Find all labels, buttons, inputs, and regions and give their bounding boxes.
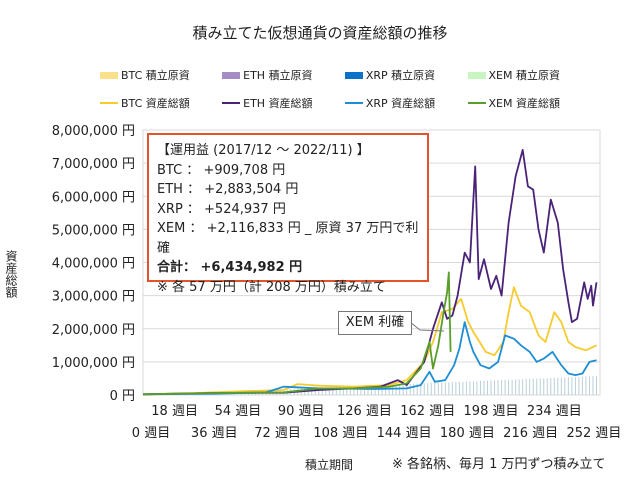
y-tick-label: 3,000,000 円	[52, 290, 135, 305]
legend-swatch	[100, 102, 118, 104]
y-tick-label: 5,000,000 円	[52, 223, 135, 238]
chart-title: 積み立てた仮想通貨の資産総額の推移	[192, 24, 448, 42]
legend-item: XEM 積立原資	[467, 67, 560, 83]
x-tick-label: 0 週目	[132, 426, 170, 441]
legend-swatch	[344, 102, 363, 104]
x-tick-label: 162 週目	[400, 404, 455, 419]
legend-swatch	[222, 102, 241, 104]
y-tick-label: 8,000,000 円	[52, 124, 135, 139]
footnote: ※ 各銘柄、毎月 1 万円ずつ積み立て	[392, 457, 606, 472]
x-tick-label: 126 週目	[337, 404, 392, 419]
series-line-eth	[142, 148, 598, 396]
x-tick-label: 36 週目	[191, 426, 238, 441]
summary-note: ※ 各 57 万円（計 208 万円）積み立て	[157, 279, 386, 295]
x-tick-label: 72 週目	[254, 426, 301, 441]
legend-item: ETH 積立原資	[222, 67, 313, 83]
series-line-xem	[142, 271, 452, 396]
y-tick-label: 6,000,000 円	[52, 190, 135, 205]
summary-xem: XEM ： +2,116,833 円 _ 原資 37 万円で利確	[157, 221, 419, 256]
xem-callout: XEM 利確	[338, 311, 412, 335]
y-tick-label: 2,000,000 円	[52, 323, 135, 338]
legend-label: BTC 資産総額	[121, 97, 190, 110]
legend-item: BTC 積立原資	[100, 67, 190, 83]
y-tick-label: 4,000,000 円	[52, 257, 135, 272]
legend-swatch	[467, 102, 486, 104]
x-tick-label: 180 週目	[440, 426, 495, 441]
y-tick-label: 1,000,000 円	[52, 356, 135, 371]
y-tick-label: 0 円	[110, 389, 135, 404]
summary-xrp: XRP ： +524,937 円	[157, 201, 286, 217]
legend-label: BTC 積立原資	[121, 69, 190, 82]
y-tick-label: 7,000,000 円	[52, 157, 135, 172]
x-tick-label: 90 週目	[278, 404, 325, 419]
summary-heading: 【運用益 (2017/12 ～ 2022/11) 】	[157, 143, 370, 158]
legend-swatch	[467, 71, 486, 79]
series-line-btc	[142, 286, 597, 396]
legend-label: XEM 積立原資	[488, 69, 560, 82]
legend-label: XRP 積立原資	[365, 69, 436, 82]
x-tick-label: 144 週目	[377, 426, 432, 441]
x-tick-label: 252 週目	[566, 426, 621, 441]
summary-eth: ETH ： +2,883,504 円	[157, 182, 299, 197]
legend-total: BTC 資産総額 ETH 資産総額 XRP 資産総額 XEM 資産総額	[100, 95, 560, 111]
profit-summary-box: 【運用益 (2017/12 ～ 2022/11) 】 BTC ： +909,70…	[147, 133, 429, 295]
series-line-xrp	[142, 321, 597, 396]
callout-leader	[409, 321, 445, 332]
x-tick-label: 234 週目	[527, 404, 582, 419]
legend-item: XRP 積立原資	[344, 67, 436, 83]
legend-item: XEM 資産総額	[467, 95, 560, 111]
x-tick-label: 198 週目	[464, 404, 519, 419]
summary-total: 合計： +6,434,982 円	[157, 260, 303, 275]
x-tick-label: 18 週目	[151, 404, 198, 419]
legend-swatch	[222, 71, 241, 79]
y-axis-label: 資産総額	[4, 250, 18, 298]
legend-label: ETH 資産総額	[243, 97, 313, 110]
x-tick-label: 216 週目	[503, 426, 558, 441]
legend-item: XRP 資産総額	[344, 95, 436, 111]
legend-item: ETH 資産総額	[222, 95, 313, 111]
x-axis-label: 積立期間	[305, 458, 354, 472]
x-tick-label: 108 週目	[313, 426, 368, 441]
legend-principal: BTC 積立原資 ETH 積立原資 XRP 積立原資 XEM 積立原資	[100, 67, 560, 83]
legend-swatch	[344, 71, 363, 79]
legend-label: XEM 資産総額	[488, 97, 560, 110]
legend-label: ETH 積立原資	[243, 69, 313, 82]
x-tick-label: 54 週目	[215, 404, 262, 419]
legend-swatch	[100, 71, 118, 79]
legend-item: BTC 資産総額	[100, 95, 190, 111]
summary-btc: BTC ： +909,708 円	[157, 162, 286, 178]
legend-label: XRP 資産総額	[365, 97, 436, 110]
